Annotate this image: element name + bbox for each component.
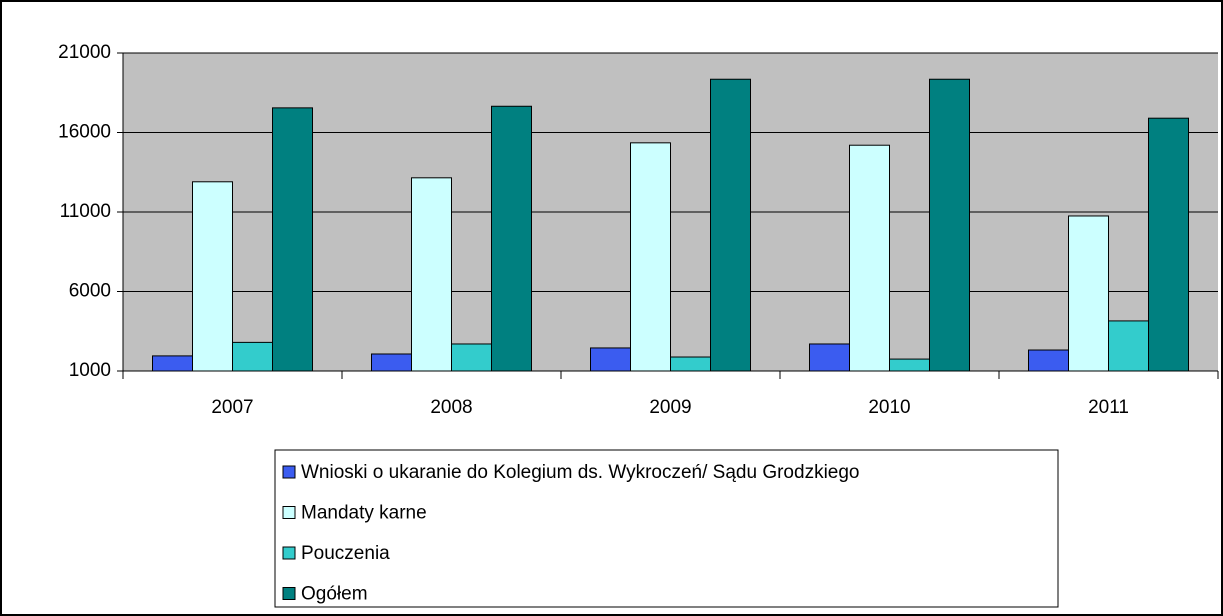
bar xyxy=(232,341,273,372)
y-tick-label: 11000 xyxy=(60,201,111,222)
legend-label: Wnioski o ukaranie do Kolegium ds. Wykro… xyxy=(301,462,860,483)
bar xyxy=(710,78,751,372)
x-tick-label: 2008 xyxy=(430,397,472,418)
x-tick-label: 2011 xyxy=(1088,397,1129,418)
bar xyxy=(630,142,671,372)
legend-swatch xyxy=(282,546,296,560)
bar xyxy=(1108,320,1149,372)
x-tick-label: 2007 xyxy=(211,397,253,418)
legend-box xyxy=(274,449,1059,608)
bar xyxy=(590,347,631,372)
bar xyxy=(272,107,313,372)
x-tick-label: 2009 xyxy=(649,397,691,418)
bar xyxy=(192,181,233,372)
bar xyxy=(1148,117,1189,372)
y-tick-label: 1000 xyxy=(69,360,111,381)
bar xyxy=(809,343,850,372)
bar xyxy=(1028,349,1069,372)
bar xyxy=(411,177,452,372)
legend-label: Ogółem xyxy=(301,584,368,605)
legend-swatch xyxy=(282,587,296,600)
bar xyxy=(849,144,890,372)
bar xyxy=(889,358,930,372)
legend-swatch xyxy=(282,465,296,479)
y-tick-label: 16000 xyxy=(58,122,111,143)
legend-label: Mandaty karne xyxy=(301,503,427,524)
bar xyxy=(929,78,970,372)
bar xyxy=(371,353,412,372)
legend-swatch xyxy=(282,506,296,519)
y-tick-label: 6000 xyxy=(69,281,111,302)
bar xyxy=(491,105,532,372)
bar xyxy=(152,355,193,372)
bar xyxy=(451,343,492,372)
legend-label: Pouczenia xyxy=(301,543,390,564)
bar xyxy=(1068,215,1109,372)
y-tick-label: 21000 xyxy=(58,42,111,63)
x-tick-label: 2010 xyxy=(868,397,910,418)
bar xyxy=(670,356,711,372)
